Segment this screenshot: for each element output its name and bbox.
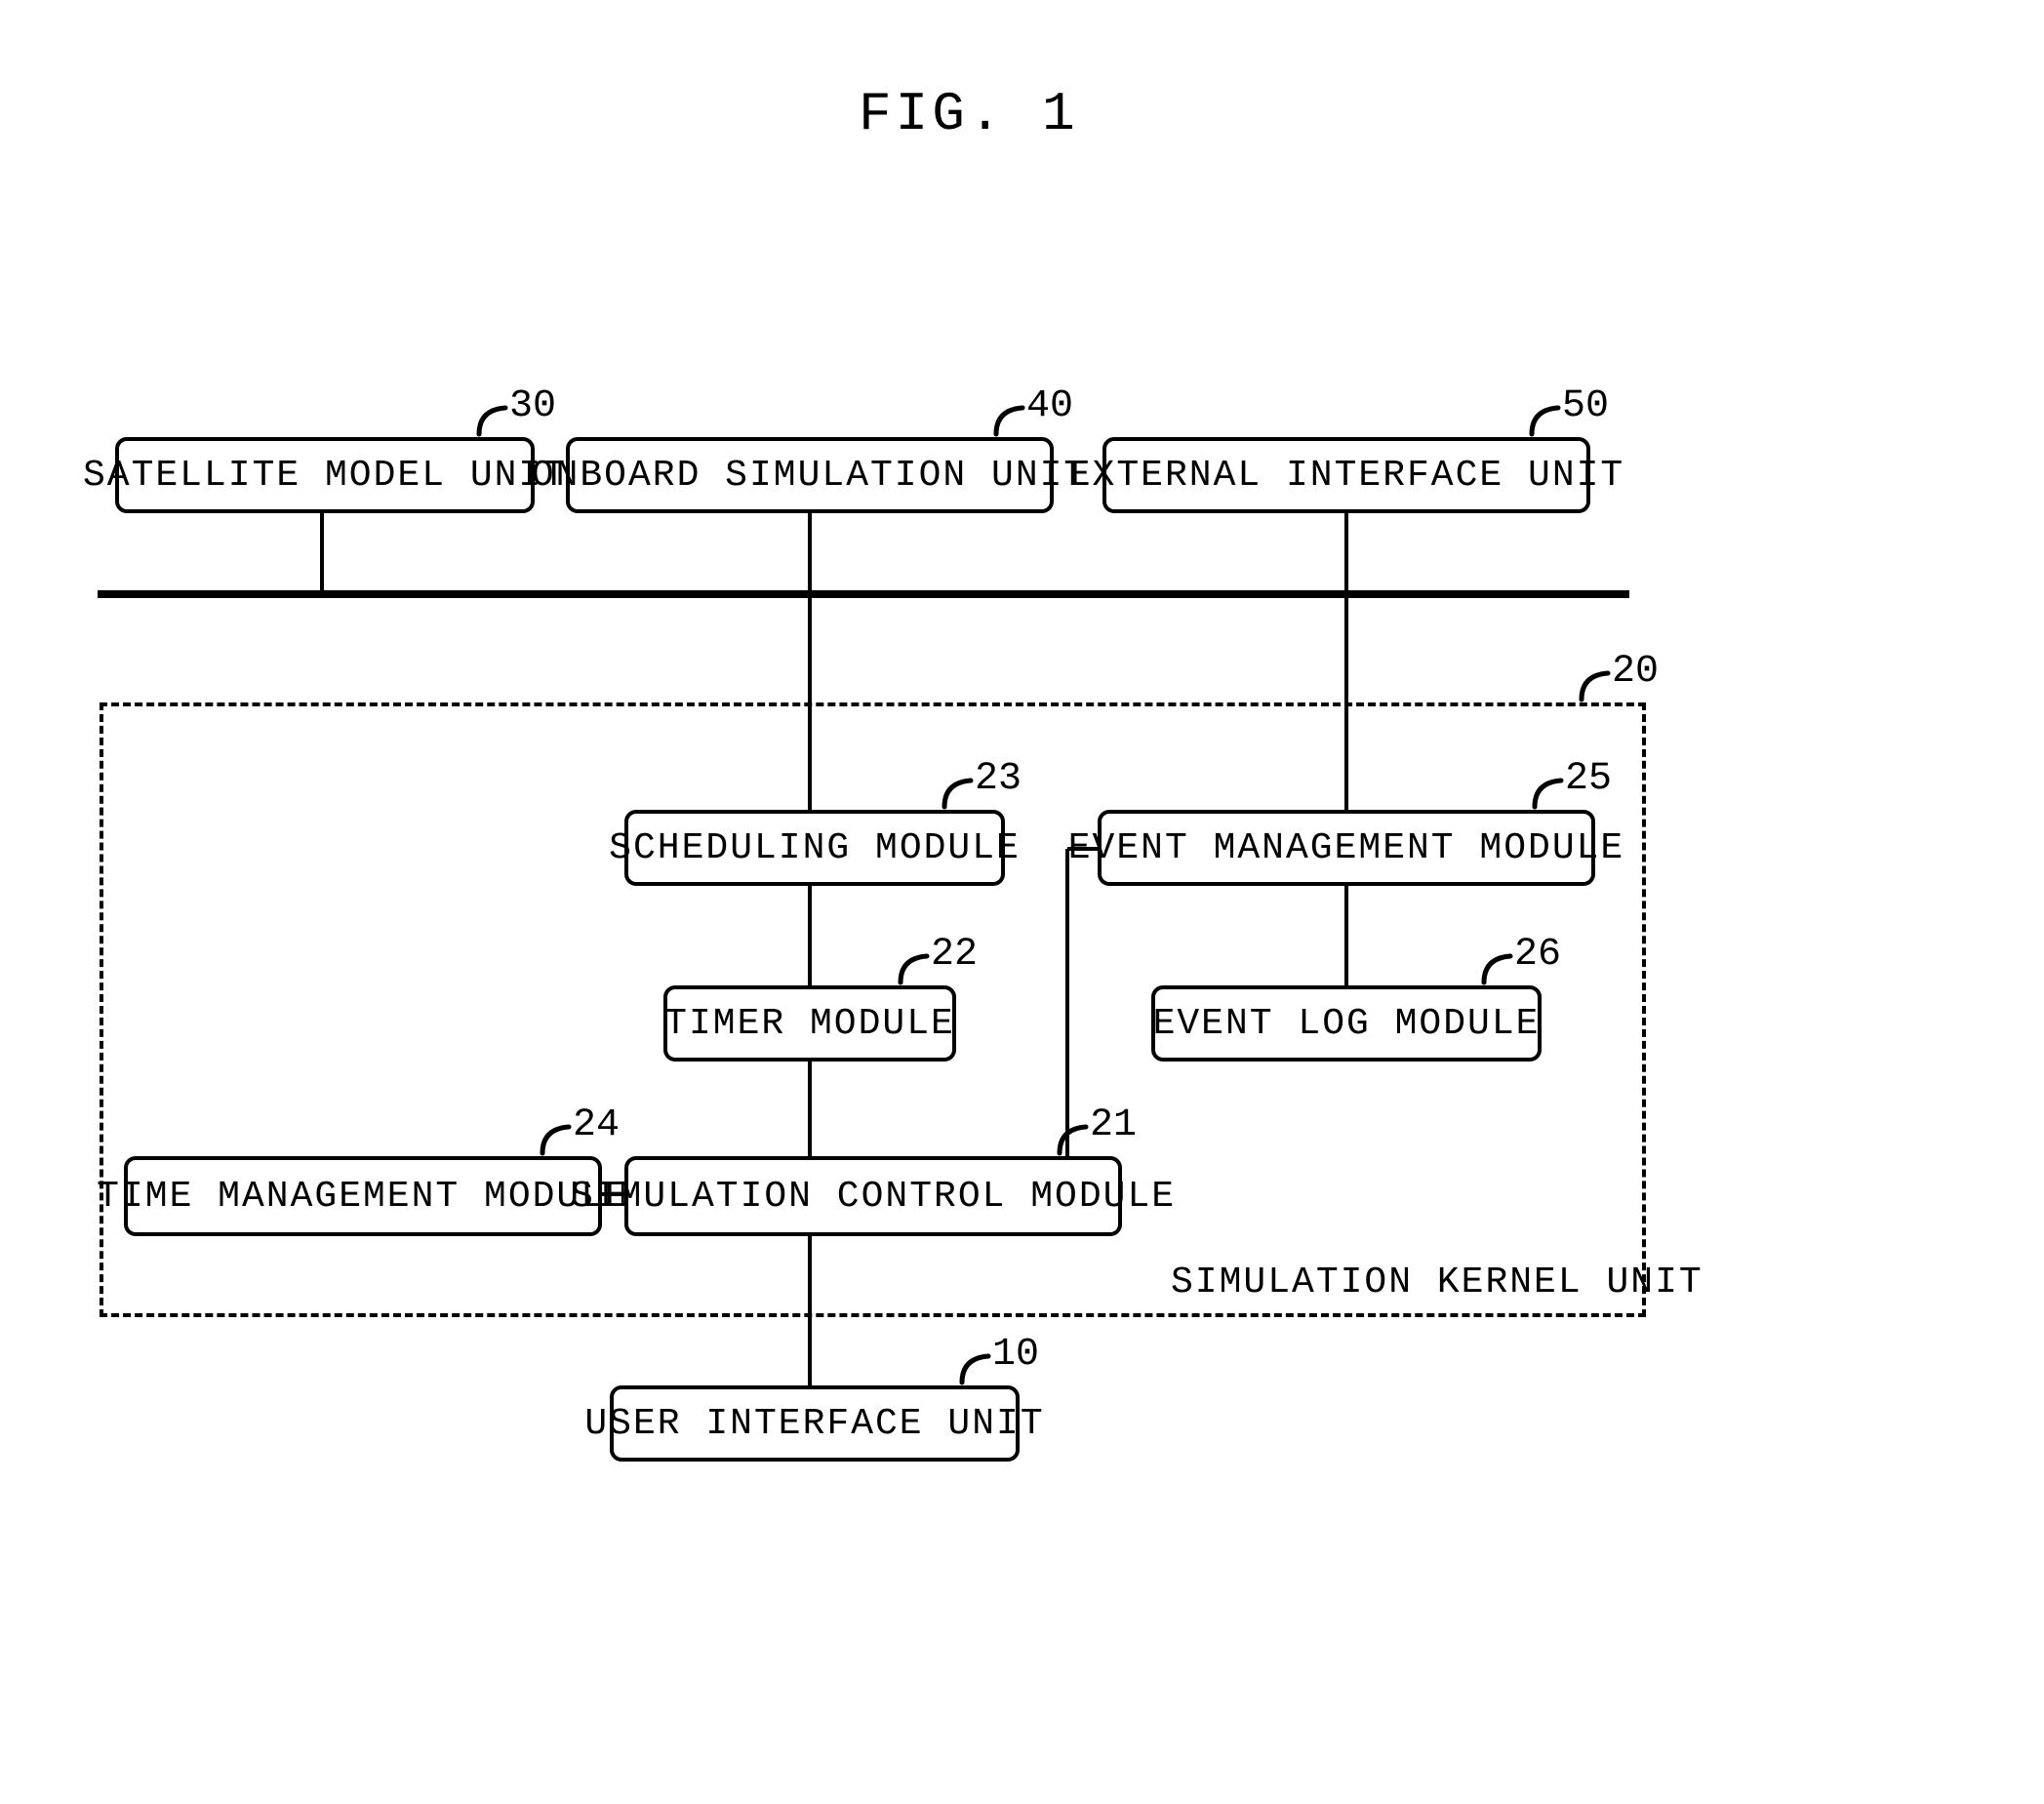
ref-30-text: 30 — [509, 384, 556, 428]
box-onboard-simulation-unit: ONBOARD SIMULATION UNIT — [566, 437, 1054, 513]
simulation-kernel-unit-label: SIMULATION KERNEL UNIT — [1171, 1262, 1703, 1303]
box-scheduling-module: SCHEDULING MODULE — [624, 810, 1005, 886]
box-time-management-module-label: TIME MANAGEMENT MODULE — [97, 1176, 629, 1218]
ref-23-text: 23 — [975, 757, 1022, 801]
ref-10: 10 — [959, 1346, 998, 1385]
box-satellite-model-unit: SATELLITE MODEL UNIT — [115, 437, 535, 513]
box-onboard-simulation-unit-label: ONBOARD SIMULATION UNIT — [532, 455, 1089, 497]
ref-26: 26 — [1481, 946, 1520, 985]
connector-0 — [320, 513, 324, 594]
box-event-log-module-label: EVENT LOG MODULE — [1153, 1003, 1541, 1045]
ref-23: 23 — [942, 771, 981, 810]
ref-25: 25 — [1532, 771, 1571, 810]
box-time-management-module: TIME MANAGEMENT MODULE — [124, 1156, 602, 1236]
ref-20: 20 — [1579, 663, 1618, 702]
ref-24: 24 — [540, 1117, 579, 1156]
box-timer-module: TIMER MODULE — [663, 985, 956, 1062]
box-event-management-module: EVENT MANAGEMENT MODULE — [1098, 810, 1595, 886]
ref-25-text: 25 — [1565, 757, 1612, 801]
box-simulation-control-module-label: SIMULATION CONTROL MODULE — [571, 1176, 1176, 1218]
ref-30: 30 — [476, 398, 515, 437]
ref-20-text: 20 — [1612, 650, 1659, 694]
ref-10-text: 10 — [992, 1333, 1039, 1377]
ref-50: 50 — [1529, 398, 1568, 437]
ref-22: 22 — [898, 946, 937, 985]
ref-21: 21 — [1057, 1117, 1096, 1156]
box-event-management-module-label: EVENT MANAGEMENT MODULE — [1068, 827, 1625, 869]
box-user-interface-unit: USER INTERFACE UNIT — [610, 1385, 1020, 1462]
figure-title: FIG. 1 — [859, 83, 1079, 145]
box-external-interface-unit-label: EXTERNAL INTERFACE UNIT — [1068, 455, 1625, 497]
box-external-interface-unit: EXTERNAL INTERFACE UNIT — [1102, 437, 1590, 513]
ref-24-text: 24 — [573, 1103, 620, 1147]
box-user-interface-unit-label: USER INTERFACE UNIT — [584, 1403, 1044, 1445]
ref-40: 40 — [993, 398, 1032, 437]
ref-40-text: 40 — [1026, 384, 1073, 428]
box-event-log-module: EVENT LOG MODULE — [1151, 985, 1542, 1062]
box-scheduling-module-label: SCHEDULING MODULE — [609, 827, 1021, 869]
box-timer-module-label: TIMER MODULE — [664, 1003, 955, 1045]
connector-2 — [1344, 513, 1348, 594]
ref-26-text: 26 — [1514, 933, 1561, 977]
ref-50-text: 50 — [1562, 384, 1609, 428]
box-satellite-model-unit-label: SATELLITE MODEL UNIT — [83, 455, 567, 497]
box-simulation-control-module: SIMULATION CONTROL MODULE — [624, 1156, 1122, 1236]
bus-line — [98, 590, 1629, 598]
ref-22-text: 22 — [931, 933, 978, 977]
ref-21-text: 21 — [1090, 1103, 1137, 1147]
connector-1 — [808, 513, 812, 594]
